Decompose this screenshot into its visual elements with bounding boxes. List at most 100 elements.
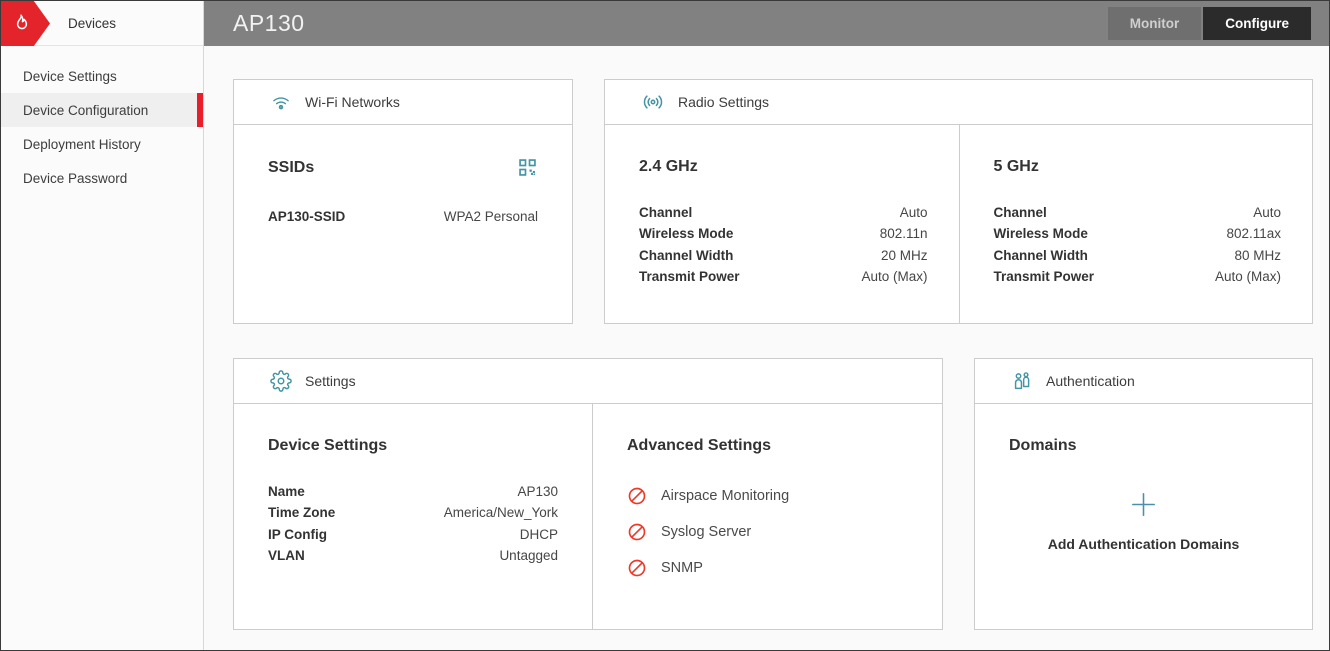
kv-row-vlan: VLAN Untagged — [268, 545, 558, 566]
kv-value: Auto (Max) — [1214, 268, 1281, 284]
sidebar: Devices Device Settings Device Configura… — [1, 1, 204, 650]
sidebar-header: Devices — [1, 1, 203, 46]
wifi-networks-card: Wi-Fi Networks SSIDs — [233, 79, 573, 324]
kv-value: America/New_York — [443, 505, 558, 521]
wifi-card-body: SSIDs AP130-S — [234, 157, 572, 225]
kv-value: 802.11ax — [1226, 226, 1281, 242]
kv-label: Wireless Mode — [993, 226, 1088, 242]
sidebar-item-label: Device Configuration — [23, 102, 149, 118]
kv-row-wireless-mode: Wireless Mode 802.11n — [639, 223, 928, 244]
ssids-heading: SSIDs — [268, 158, 315, 176]
gear-icon — [270, 370, 292, 392]
sidebar-item-device-password[interactable]: Device Password — [1, 161, 203, 195]
advanced-settings-column: Advanced Settings Airspace Monitoring — [592, 404, 942, 630]
advanced-item-label: Syslog Server — [661, 524, 752, 540]
kv-row-channel-width: Channel Width 80 MHz — [994, 245, 1282, 266]
kv-label: Channel Width — [639, 247, 734, 263]
qr-code-icon[interactable] — [517, 157, 538, 178]
kv-label: Channel — [993, 205, 1047, 220]
authentication-card-body: Domains Add Authentication Domains — [975, 437, 1312, 552]
advanced-item-label: Airspace Monitoring — [661, 488, 790, 504]
kv-label: Wireless Mode — [639, 226, 734, 242]
radio-waves-icon — [641, 90, 665, 114]
kv-label: VLAN — [268, 547, 305, 563]
mode-toggle: Monitor Configure — [1107, 7, 1311, 40]
device-settings-heading: Device Settings — [268, 437, 388, 454]
prohibited-icon — [627, 522, 647, 542]
prohibited-icon — [627, 558, 647, 578]
kv-row-time-zone: Time Zone America/New_York — [268, 502, 558, 523]
kv-label: Name — [268, 484, 305, 499]
users-icon — [1011, 370, 1033, 392]
kv-value: DHCP — [519, 526, 558, 542]
kv-label: Transmit Power — [639, 268, 740, 284]
kv-label: Transmit Power — [993, 268, 1095, 284]
ssid-name-link[interactable]: AP130-SSID — [268, 209, 346, 224]
advanced-item-snmp: SNMP — [627, 550, 912, 586]
card-title: Settings — [305, 373, 356, 389]
sidebar-item-device-configuration[interactable]: Device Configuration — [1, 93, 203, 127]
advanced-item-label: SNMP — [661, 560, 703, 576]
settings-card: Settings Device Settings Name AP130 Time… — [233, 358, 943, 630]
radio-settings-card: Radio Settings 2.4 GHz Channel Auto Wire… — [604, 79, 1313, 324]
kv-row-transmit-power: Transmit Power Auto (Max) — [994, 266, 1282, 287]
top-header-bar: AP130 Monitor Configure — [204, 1, 1329, 46]
kv-value: Auto — [1253, 205, 1281, 220]
kv-row-channel: Channel Auto — [994, 202, 1282, 223]
sidebar-item-label: Device Password — [23, 170, 128, 186]
kv-label: Channel — [639, 205, 693, 220]
kv-row-channel-width: Channel Width 20 MHz — [639, 245, 928, 266]
band-24ghz: 2.4 GHz Channel Auto Wireless Mode 802.1… — [605, 125, 959, 324]
ssid-security: WPA2 Personal — [443, 209, 538, 224]
add-authentication-domains-button[interactable]: Add Authentication Domains — [1009, 491, 1278, 552]
sidebar-nav: Device Settings Device Configuration Dep… — [1, 46, 203, 195]
kv-value: AP130 — [517, 484, 558, 499]
kv-row-transmit-power: Transmit Power Auto (Max) — [639, 266, 928, 287]
settings-card-header: Settings — [234, 359, 942, 404]
kv-row-name: Name AP130 — [268, 481, 558, 502]
sidebar-title: Devices — [68, 15, 117, 31]
kv-value: 802.11n — [879, 226, 928, 242]
advanced-item-airspace-monitoring: Airspace Monitoring — [627, 478, 912, 514]
prohibited-icon — [627, 486, 647, 506]
card-title: Wi-Fi Networks — [305, 94, 400, 110]
kv-value: Auto — [899, 205, 928, 220]
kv-value: Untagged — [499, 547, 558, 563]
kv-label: IP Config — [268, 526, 327, 542]
radio-settings-card-header: Radio Settings — [605, 80, 1312, 125]
kv-value: Auto (Max) — [861, 268, 928, 284]
band-5ghz: 5 GHz Channel Auto Wireless Mode 802.11a… — [958, 125, 1313, 324]
authentication-card: Authentication Domains Add Authenticatio… — [974, 358, 1313, 630]
kv-label: Channel Width — [993, 247, 1088, 263]
sidebar-item-deployment-history[interactable]: Deployment History — [1, 127, 203, 161]
band-heading: 2.4 GHz — [639, 158, 698, 175]
brand-logo — [1, 1, 50, 46]
plus-icon — [1130, 491, 1157, 518]
card-title: Authentication — [1046, 373, 1135, 389]
sidebar-item-label: Deployment History — [23, 136, 141, 152]
sidebar-item-label: Device Settings — [23, 68, 117, 84]
domains-heading: Domains — [1009, 437, 1077, 454]
page-title: AP130 — [233, 10, 305, 36]
kv-row-wireless-mode: Wireless Mode 802.11ax — [994, 223, 1282, 244]
flame-icon — [1, 12, 33, 36]
kv-row-channel: Channel Auto — [639, 202, 928, 223]
kv-value: 20 MHz — [880, 247, 928, 263]
band-heading: 5 GHz — [993, 158, 1039, 175]
device-settings-column: Device Settings Name AP130 Time Zone Ame… — [234, 404, 592, 630]
kv-label: Time Zone — [268, 505, 336, 521]
authentication-card-header: Authentication — [975, 359, 1312, 404]
advanced-item-syslog-server: Syslog Server — [627, 514, 912, 550]
monitor-button[interactable]: Monitor — [1107, 7, 1202, 40]
kv-value: 80 MHz — [1234, 247, 1281, 263]
add-domains-label: Add Authentication Domains — [1047, 536, 1240, 552]
sidebar-item-device-settings[interactable]: Device Settings — [1, 59, 203, 93]
configure-button[interactable]: Configure — [1203, 7, 1311, 40]
advanced-settings-heading: Advanced Settings — [627, 437, 772, 454]
wifi-icon — [270, 91, 292, 113]
ssid-row: AP130-SSID WPA2 Personal — [268, 209, 538, 224]
card-title: Radio Settings — [678, 94, 770, 110]
kv-row-ip-config: IP Config DHCP — [268, 524, 558, 545]
wifi-networks-card-header: Wi-Fi Networks — [234, 80, 572, 125]
